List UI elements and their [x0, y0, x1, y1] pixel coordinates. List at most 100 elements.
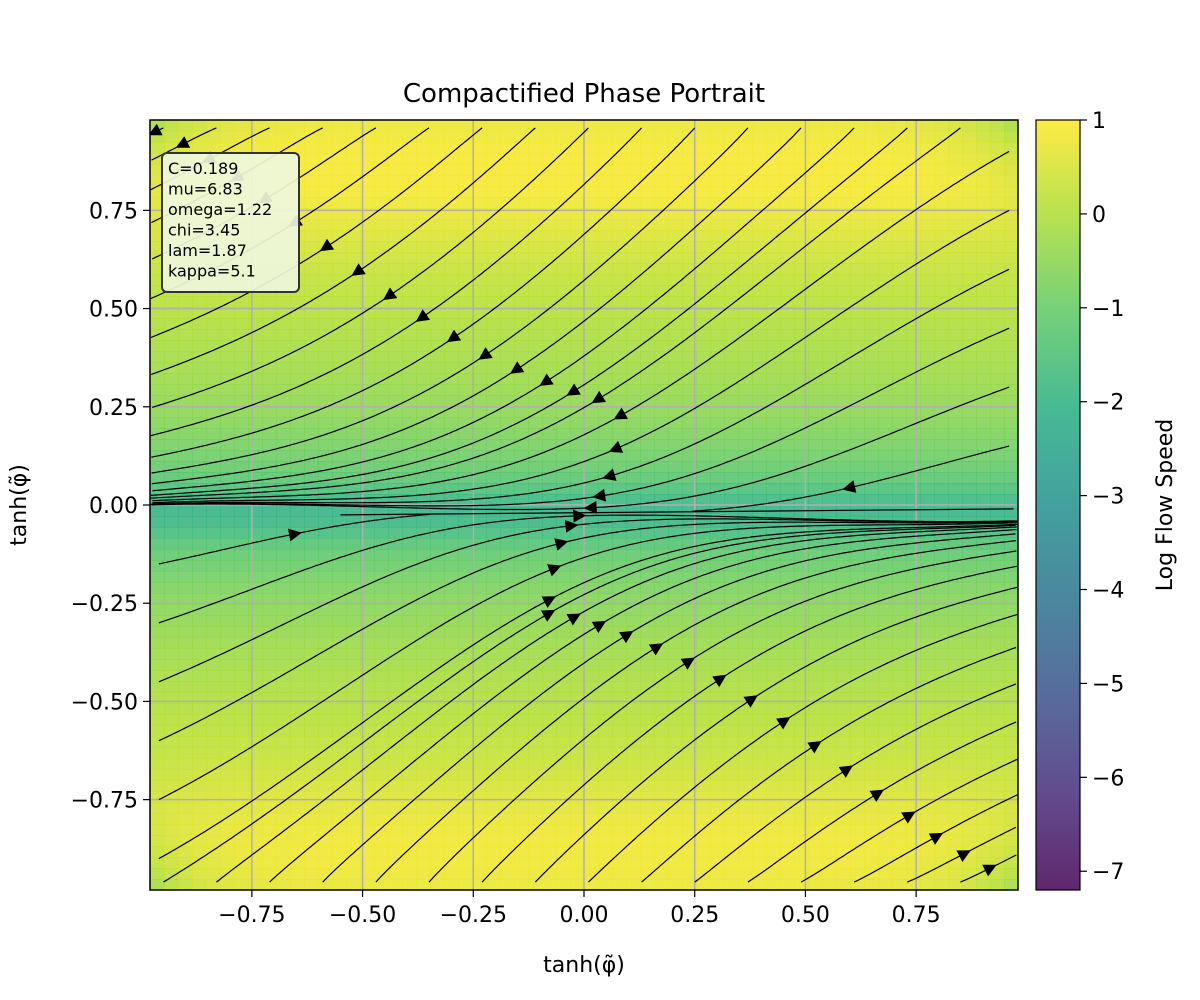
heatmap-cell: [836, 846, 851, 858]
heatmap-cell: [402, 318, 417, 330]
heatmap-cell: [402, 758, 417, 770]
heatmap-cell: [556, 197, 571, 209]
heatmap-cell: [486, 538, 501, 550]
heatmap-cell: [430, 142, 445, 154]
heatmap-cell: [556, 406, 571, 418]
heatmap-cell: [626, 483, 641, 495]
heatmap-cell: [836, 593, 851, 605]
heatmap-cell: [584, 175, 599, 187]
heatmap-cell: [892, 263, 907, 275]
heatmap-cell: [486, 758, 501, 770]
heatmap-cell: [374, 538, 389, 550]
heatmap-cell: [332, 252, 347, 264]
heatmap-cell: [290, 329, 305, 341]
heatmap-cell: [808, 494, 823, 506]
heatmap-cell: [878, 714, 893, 726]
heatmap-cell: [850, 692, 865, 704]
heatmap-cell: [1004, 208, 1018, 220]
heatmap-cell: [374, 824, 389, 836]
heatmap-cell: [332, 307, 347, 319]
x-tick-label: −0.25: [440, 903, 507, 928]
heatmap-cell: [990, 780, 1005, 792]
heatmap-cell: [780, 604, 795, 616]
heatmap-cell: [892, 230, 907, 242]
heatmap-cell: [906, 274, 921, 286]
heatmap-cell: [822, 296, 837, 308]
heatmap-cell: [416, 384, 431, 396]
heatmap-cell: [206, 879, 221, 890]
heatmap-cell: [374, 857, 389, 869]
heatmap-cell: [640, 846, 655, 858]
heatmap-cell: [752, 175, 767, 187]
heatmap-cell: [920, 142, 935, 154]
heatmap-cell: [416, 120, 431, 132]
heatmap-cell: [808, 527, 823, 539]
heatmap-cell: [206, 868, 221, 880]
heatmap-cell: [598, 780, 613, 792]
heatmap-cell: [458, 373, 473, 385]
heatmap-cell: [192, 318, 207, 330]
heatmap-cell: [584, 461, 599, 473]
heatmap-cell: [766, 703, 781, 715]
heatmap-cell: [276, 296, 291, 308]
heatmap-cell: [654, 472, 669, 484]
heatmap-cell: [1004, 461, 1018, 473]
heatmap-cell: [374, 208, 389, 220]
heatmap-cell: [668, 230, 683, 242]
heatmap-cell: [388, 131, 403, 143]
heatmap-cell: [542, 538, 557, 550]
heatmap-cell: [696, 461, 711, 473]
heatmap-cell: [878, 637, 893, 649]
heatmap-cell: [374, 362, 389, 374]
heatmap-cell: [164, 406, 179, 418]
heatmap-cell: [808, 461, 823, 473]
heatmap-cell: [262, 120, 277, 132]
heatmap-cell: [836, 571, 851, 583]
heatmap-cell: [990, 164, 1005, 176]
heatmap-cell: [920, 428, 935, 440]
heatmap-cell: [626, 450, 641, 462]
heatmap-cell: [934, 175, 949, 187]
heatmap-cell: [542, 153, 557, 165]
heatmap-cell: [724, 175, 739, 187]
heatmap-cell: [626, 230, 641, 242]
heatmap-cell: [948, 263, 963, 275]
heatmap-cell: [514, 472, 529, 484]
heatmap-cell: [528, 230, 543, 242]
heatmap-cell: [444, 615, 459, 627]
heatmap-cell: [430, 659, 445, 671]
heatmap-cell: [584, 835, 599, 847]
heatmap-cell: [640, 340, 655, 352]
heatmap-cell: [500, 230, 515, 242]
heatmap-cell: [892, 417, 907, 429]
heatmap-cell: [528, 802, 543, 814]
heatmap-cell: [640, 659, 655, 671]
heatmap-cell: [962, 263, 977, 275]
heatmap-cell: [192, 560, 207, 572]
heatmap-cell: [1004, 714, 1018, 726]
heatmap-cell: [724, 318, 739, 330]
heatmap-cell: [598, 582, 613, 594]
heatmap-cell: [794, 791, 809, 803]
heatmap-cell: [556, 417, 571, 429]
heatmap-cell: [906, 164, 921, 176]
heatmap-cell: [640, 274, 655, 286]
heatmap-cell: [696, 472, 711, 484]
heatmap-cell: [276, 406, 291, 418]
heatmap-cell: [374, 428, 389, 440]
heatmap-cell: [346, 868, 361, 880]
heatmap-cell: [346, 461, 361, 473]
heatmap-cell: [430, 197, 445, 209]
heatmap-cell: [192, 824, 207, 836]
heatmap-cell: [948, 582, 963, 594]
heatmap-cell: [178, 120, 193, 132]
heatmap-cell: [598, 208, 613, 220]
heatmap-cell: [906, 494, 921, 506]
heatmap-cell: [752, 549, 767, 561]
heatmap-cell: [486, 483, 501, 495]
heatmap-cell: [542, 494, 557, 506]
heatmap-cell: [304, 285, 319, 297]
heatmap-cell: [500, 615, 515, 627]
heatmap-cell: [640, 164, 655, 176]
heatmap-cell: [248, 681, 263, 693]
